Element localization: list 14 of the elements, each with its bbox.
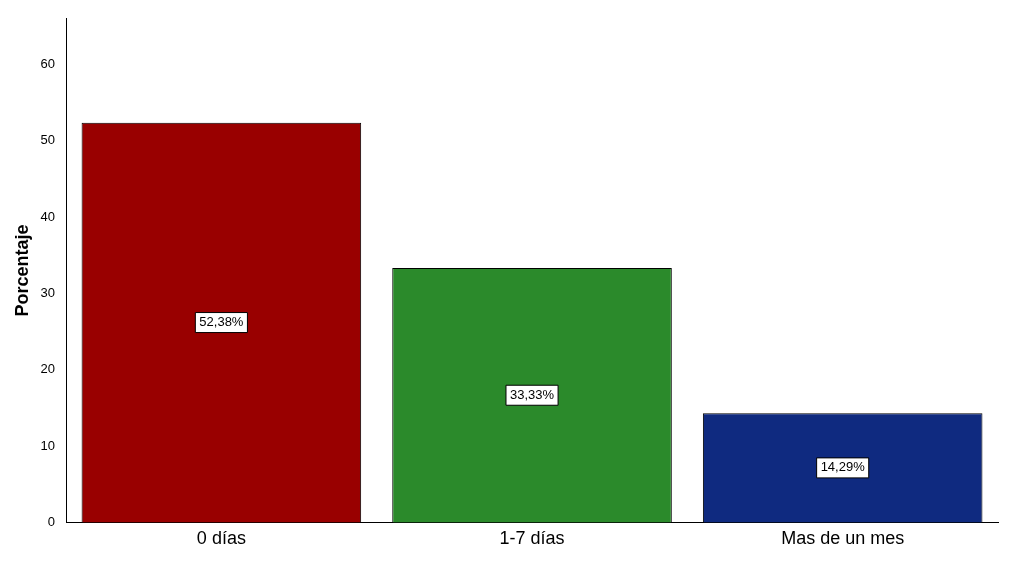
- y-tick-label: 0: [47, 513, 56, 529]
- y-axis-title: Porcentaje: [11, 224, 32, 317]
- x-tick-label: Mas de un mes: [781, 528, 905, 549]
- y-tick-label: 10: [40, 437, 56, 453]
- y-tick-label: 50: [40, 132, 56, 148]
- y-tick-label: 20: [40, 361, 56, 377]
- x-tick-label: 1-7 días: [499, 528, 565, 549]
- x-tick-label: 0 días: [196, 528, 246, 549]
- y-tick-label: 40: [40, 208, 56, 224]
- data-label: 14,29%: [820, 459, 866, 475]
- y-tick-label: 30: [40, 285, 56, 301]
- data-label: 33,33%: [509, 386, 555, 402]
- y-tick-label: 60: [40, 56, 56, 72]
- data-label: 52,38%: [199, 314, 244, 330]
